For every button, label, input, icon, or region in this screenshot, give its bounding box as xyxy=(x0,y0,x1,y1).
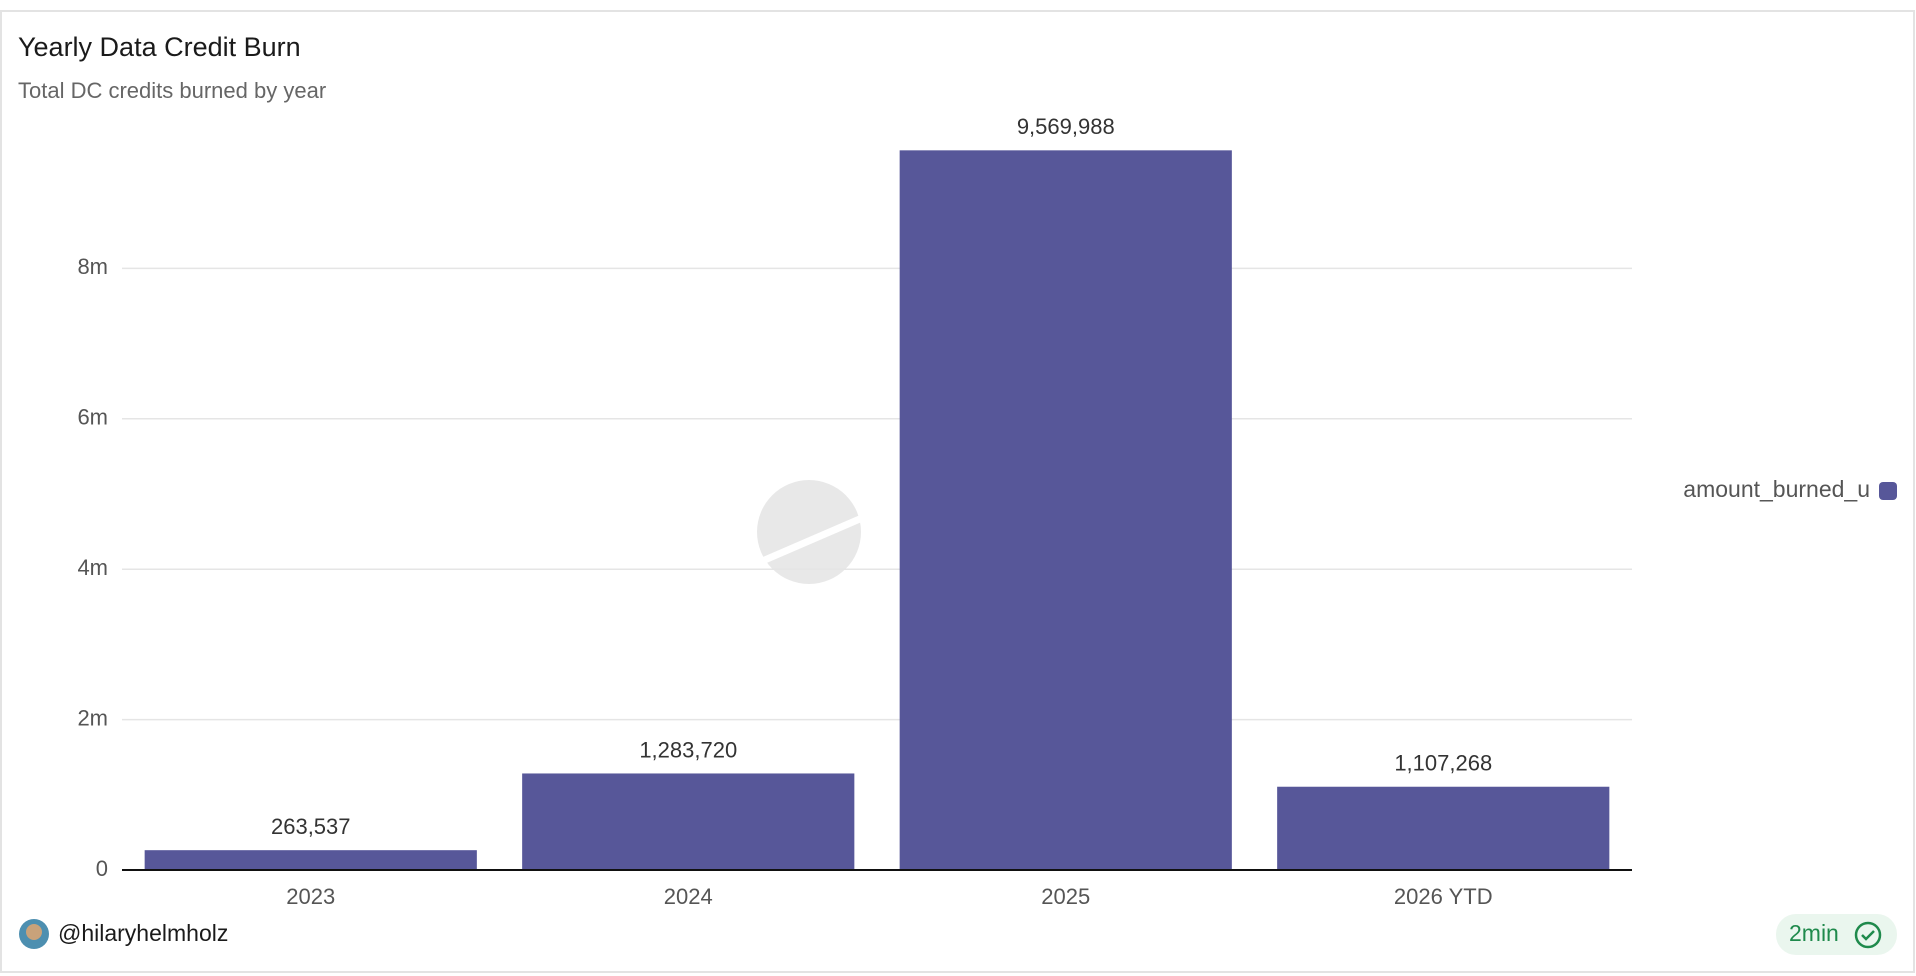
data-label: 263,537 xyxy=(271,814,351,839)
watermark xyxy=(757,480,864,584)
bar xyxy=(144,850,477,870)
x-tick-label: 2026 YTD xyxy=(1394,884,1493,909)
y-tick-label: 0 xyxy=(96,856,108,881)
legend-swatch xyxy=(1879,482,1897,500)
author[interactable]: @hilaryhelmholz xyxy=(58,920,228,946)
bar xyxy=(1277,786,1610,870)
watermark-logo xyxy=(757,480,861,584)
y-tick-label: 6m xyxy=(77,405,108,430)
bar xyxy=(899,150,1232,870)
refresh-icon xyxy=(1854,921,1882,949)
y-tick-label: 2m xyxy=(77,705,108,730)
y-tick-label: 8m xyxy=(77,254,108,279)
x-tick-label: 2025 xyxy=(1041,884,1090,909)
chart-subtitle: Total DC credits burned by year xyxy=(18,78,326,103)
legend-label: amount_burned_u xyxy=(1683,476,1870,502)
chart-title: Yearly Data Credit Burn xyxy=(18,32,301,62)
y-tick-label: 4m xyxy=(77,555,108,580)
x-tick-label: 2023 xyxy=(286,884,335,909)
data-label: 1,107,268 xyxy=(1394,751,1492,776)
data-label: 1,283,720 xyxy=(639,737,737,762)
refresh-label: 2min xyxy=(1789,920,1839,946)
x-tick-label: 2024 xyxy=(664,884,713,909)
data-label: 9,569,988 xyxy=(1017,114,1115,139)
watermark-logo-cut xyxy=(758,514,864,566)
refresh-check xyxy=(1861,930,1875,941)
author-avatar-face xyxy=(26,924,42,940)
bar xyxy=(522,773,855,870)
